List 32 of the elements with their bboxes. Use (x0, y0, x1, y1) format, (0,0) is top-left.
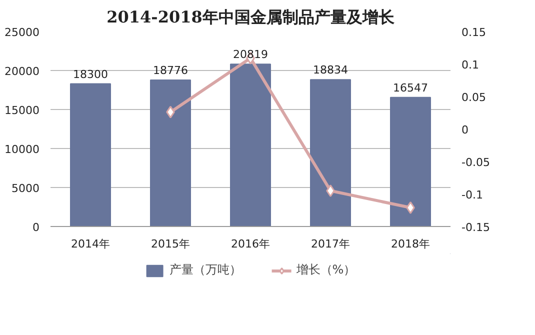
bar (310, 79, 351, 226)
x-tick-label: 2014年 (71, 238, 110, 250)
y2-tick-label: 0.05 (462, 91, 486, 104)
bar (230, 64, 271, 226)
data-label: 18300 (73, 68, 108, 81)
x-tick-label: 2018年 (391, 238, 430, 250)
data-label: 18834 (313, 64, 348, 77)
chart-title: 2014-2018年中国金属制品产量及增长 (106, 8, 396, 26)
y2-tick-label: -0.05 (462, 156, 490, 169)
data-label: 20819 (233, 48, 268, 62)
y2-tick-label: -0.1 (462, 188, 483, 202)
data-label: 16547 (393, 81, 428, 94)
y2-tick-label: 0.15 (462, 26, 486, 39)
data-label: 18776 (153, 64, 188, 78)
y2-tick-label: -0.15 (462, 221, 490, 234)
bar (390, 96, 431, 226)
legend-label: 增长（%） (296, 262, 356, 278)
y2-tick-label: 0 (462, 124, 468, 136)
y-tick-label: 25000 (4, 26, 40, 39)
legend-label: 产量（万吨） (169, 262, 242, 278)
y-tick-label: 10000 (4, 143, 40, 156)
y-tick-label: 5000 (12, 182, 40, 195)
y-tick-label: 20000 (4, 65, 40, 78)
y2-tick-label: 0.1 (462, 58, 479, 72)
x-tick-label: 2016年 (231, 238, 270, 250)
bar (150, 80, 191, 226)
point (326, 184, 335, 197)
y-tick-label: 15000 (4, 104, 40, 117)
y-tick-label: 0 (32, 221, 40, 234)
bar (70, 83, 111, 226)
x-tick-label: 2015年 (151, 238, 190, 250)
x-tick-label: 2017年 (311, 238, 350, 250)
